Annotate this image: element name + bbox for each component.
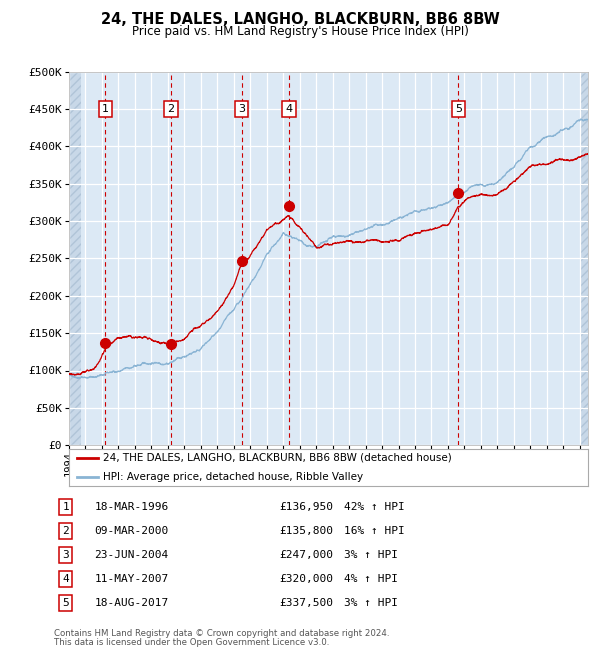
Text: 18-AUG-2017: 18-AUG-2017: [94, 598, 169, 608]
Text: 42% ↑ HPI: 42% ↑ HPI: [344, 502, 405, 512]
Text: This data is licensed under the Open Government Licence v3.0.: This data is licensed under the Open Gov…: [54, 638, 329, 647]
Text: 16% ↑ HPI: 16% ↑ HPI: [344, 526, 405, 536]
Text: 18-MAR-1996: 18-MAR-1996: [94, 502, 169, 512]
Text: 5: 5: [62, 598, 69, 608]
Text: 3% ↑ HPI: 3% ↑ HPI: [344, 598, 398, 608]
Bar: [69, 72, 81, 445]
Text: 4: 4: [286, 104, 293, 114]
Text: 3: 3: [62, 550, 69, 560]
Text: Price paid vs. HM Land Registry's House Price Index (HPI): Price paid vs. HM Land Registry's House …: [131, 25, 469, 38]
Text: 1: 1: [102, 104, 109, 114]
Text: 2: 2: [167, 104, 175, 114]
Bar: [581, 72, 588, 445]
Text: 1: 1: [62, 502, 69, 512]
Text: 24, THE DALES, LANGHO, BLACKBURN, BB6 8BW (detached house): 24, THE DALES, LANGHO, BLACKBURN, BB6 8B…: [103, 453, 451, 463]
Text: 23-JUN-2004: 23-JUN-2004: [94, 550, 169, 560]
Text: 2: 2: [62, 526, 69, 536]
Text: £135,800: £135,800: [279, 526, 333, 536]
Text: 4% ↑ HPI: 4% ↑ HPI: [344, 574, 398, 584]
Text: 3: 3: [238, 104, 245, 114]
Text: 09-MAR-2000: 09-MAR-2000: [94, 526, 169, 536]
Text: £337,500: £337,500: [279, 598, 333, 608]
Text: £320,000: £320,000: [279, 574, 333, 584]
Text: 5: 5: [455, 104, 462, 114]
Text: £247,000: £247,000: [279, 550, 333, 560]
Text: 3% ↑ HPI: 3% ↑ HPI: [344, 550, 398, 560]
Text: HPI: Average price, detached house, Ribble Valley: HPI: Average price, detached house, Ribb…: [103, 472, 363, 482]
Text: 24, THE DALES, LANGHO, BLACKBURN, BB6 8BW: 24, THE DALES, LANGHO, BLACKBURN, BB6 8B…: [101, 12, 499, 27]
Text: £136,950: £136,950: [279, 502, 333, 512]
Text: 4: 4: [62, 574, 69, 584]
Text: Contains HM Land Registry data © Crown copyright and database right 2024.: Contains HM Land Registry data © Crown c…: [54, 629, 389, 638]
Text: 11-MAY-2007: 11-MAY-2007: [94, 574, 169, 584]
